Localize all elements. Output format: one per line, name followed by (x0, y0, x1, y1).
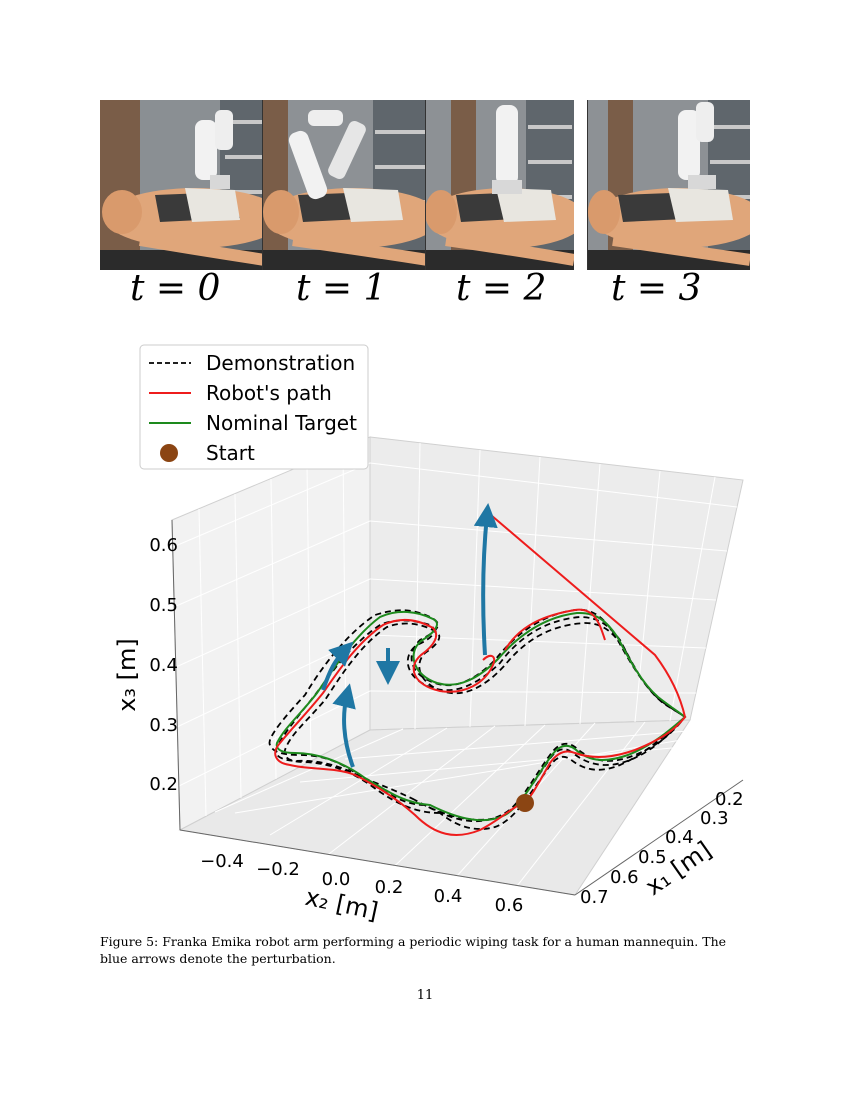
page-number: 11 (416, 988, 434, 1003)
x3-ticks: 0.6 0.5 0.4 0.3 0.2 (149, 535, 178, 795)
legend-label-nominal-target: Nominal Target (206, 411, 357, 435)
x3-tick: 0.4 (149, 655, 178, 676)
photo-strip (100, 100, 750, 270)
x1-tick: 0.5 (638, 847, 667, 868)
photo-frame-t2 (425, 100, 589, 270)
x3-tick: 0.3 (149, 715, 178, 736)
trajectory-plot: 0.6 0.5 0.4 0.3 0.2 x₃ [m] −0.4 −0.2 0.0… (95, 335, 775, 930)
x3-tick: 0.6 (149, 535, 178, 556)
time-labels: t = 0 t = 1 t = 2 t = 3 (100, 268, 750, 312)
photo-frame-t1 (262, 100, 426, 270)
legend: Demonstration Robot's path Nominal Targe… (139, 344, 369, 470)
plot-canvas: 0.6 0.5 0.4 0.3 0.2 x₃ [m] −0.4 −0.2 0.0… (113, 344, 744, 926)
legend-label-demonstration: Demonstration (206, 351, 355, 375)
figure-caption: Figure 5: Franka Emika robot arm perform… (100, 934, 727, 966)
x1-tick: 0.2 (715, 789, 744, 810)
perturbation-arrow (473, 503, 498, 656)
x1-tick: 0.7 (580, 887, 609, 908)
perturbation-arrow (332, 683, 356, 768)
x3-axis-label: x₃ [m] (113, 638, 141, 712)
demonstration-trace (275, 616, 687, 821)
x1-tick: 0.4 (665, 827, 694, 848)
series-demonstration (268, 608, 687, 830)
x3-tick: 0.2 (149, 774, 178, 795)
legend-label-start: Start (206, 441, 255, 465)
demonstration-trace (268, 608, 687, 823)
x2-tick: 0.2 (375, 877, 404, 898)
time-label-t1: t = 1 (296, 268, 387, 309)
x1-tick: 0.3 (700, 808, 729, 829)
legend-label-robot-path: Robot's path (206, 381, 332, 405)
grid-lines (172, 442, 738, 896)
series-nominal-target (275, 611, 687, 822)
time-label-t0: t = 0 (130, 268, 221, 309)
photo-frame-t0 (100, 100, 263, 270)
time-label-t3: t = 3 (611, 268, 702, 309)
demonstration-trace (283, 622, 687, 830)
time-label-t2: t = 2 (456, 268, 547, 309)
x2-axis-label: x₂ [m] (303, 883, 381, 926)
perturbation-arrow (321, 641, 354, 691)
x2-tick: −0.2 (256, 859, 300, 880)
x2-tick: 0.0 (322, 869, 351, 890)
x2-tick: 0.6 (495, 895, 524, 916)
axis-panes (171, 436, 744, 896)
x2-ticks: −0.4 −0.2 0.0 0.2 0.4 0.6 (200, 851, 523, 916)
x1-ticks: 0.2 0.3 0.4 0.5 0.6 0.7 (580, 789, 744, 908)
axis-lines (171, 519, 744, 896)
start-marker (516, 794, 534, 812)
x2-tick: −0.4 (200, 851, 244, 872)
x2-tick: 0.4 (434, 886, 463, 907)
photo-frame-t3 (588, 100, 750, 270)
legend-swatch-start (160, 444, 178, 462)
perturbation-arrows (321, 503, 498, 768)
x3-tick: 0.5 (149, 595, 178, 616)
series-robot-path (274, 509, 687, 836)
x1-tick: 0.6 (610, 867, 639, 888)
